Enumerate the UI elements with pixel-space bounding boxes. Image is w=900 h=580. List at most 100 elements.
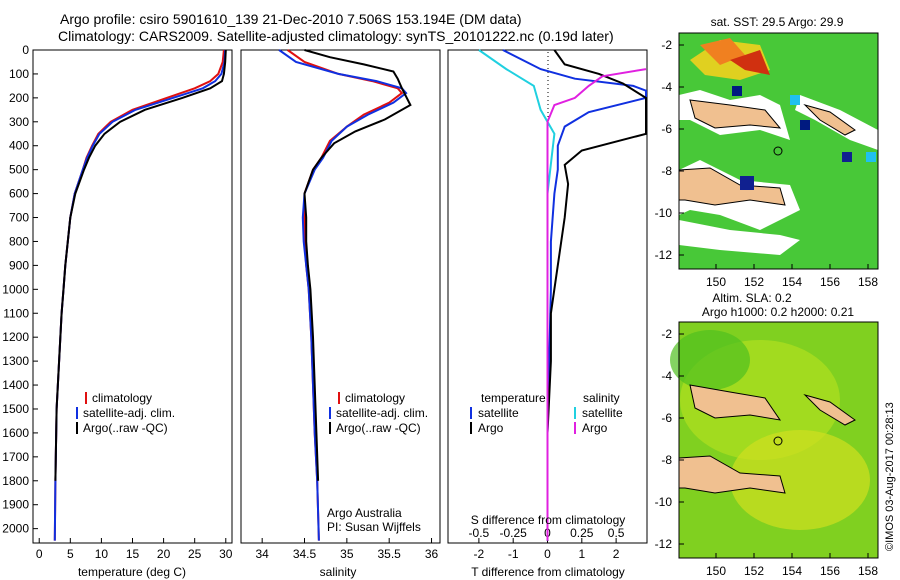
series-line-argo-raw-qc- xyxy=(54,49,227,481)
series-line-t-argo xyxy=(546,49,647,541)
sst-map-axes: -2 -4 -6 -8 -10 -12 150 152 154 156 158 xyxy=(655,38,879,289)
legend-t-argo: Argo xyxy=(478,421,504,435)
temperature-series xyxy=(53,49,227,541)
x-tick-label: 2 xyxy=(613,547,620,561)
lon-tick-label: 158 xyxy=(858,275,878,289)
y-tick-label: 1700 xyxy=(2,450,29,464)
salinity-annotation-1: Argo Australia xyxy=(327,506,402,520)
sst-map-title: sat. SST: 29.5 Argo: 29.9 xyxy=(711,15,844,29)
x-tick-label: 35.5 xyxy=(378,547,402,561)
depth-axis: 0 100 200 300 400 500 600 700 800 900 1000 1100 1200… xyxy=(2,43,38,536)
legend-title-salinity: salinity xyxy=(583,391,620,405)
y-tick-label: 1300 xyxy=(2,354,29,368)
salinity-legend: climatology satellite-adj. clim. Argo(..… xyxy=(329,391,428,435)
title-line-2: Climatology: CARS2009. Satellite-adjuste… xyxy=(58,28,614,44)
lat-tick-label: -6 xyxy=(661,411,672,425)
imos-timestamp: ©IMOS 03-Aug-2017 00:28:13 xyxy=(884,402,896,551)
y-tick-label: 300 xyxy=(9,115,29,129)
y-tick-label: 2000 xyxy=(2,522,29,536)
lon-tick-label: 154 xyxy=(782,564,802,578)
lat-tick-label: -4 xyxy=(661,369,672,383)
temperature-axis: 0 5 10 15 20 25 30 xyxy=(36,538,233,561)
s-tick-label: -0.25 xyxy=(500,526,528,540)
x-tick-label: -1 xyxy=(508,547,519,561)
y-tick-label: 1100 xyxy=(3,306,29,320)
y-tick-label: 1500 xyxy=(2,402,29,416)
argo-position-marker xyxy=(773,146,783,156)
lon-tick-label: 150 xyxy=(706,275,726,289)
lat-tick-label: -4 xyxy=(661,80,672,94)
x-tick-label: 34 xyxy=(255,547,269,561)
x-tick-label: 1 xyxy=(578,547,585,561)
salinity-axis: 34 34.5 35 35.5 36 xyxy=(255,538,439,561)
difference-axis: -2 -1 0 1 2-0.5 -0.25 0 0.25 0.5 xyxy=(469,526,625,561)
y-tick-label: 1600 xyxy=(2,426,29,440)
x-tick-label: 35 xyxy=(340,547,354,561)
s-difference-label: S difference from climatology xyxy=(471,513,626,527)
y-tick-label: 1900 xyxy=(2,498,29,512)
x-tick-label: 0 xyxy=(36,547,43,561)
y-tick-label: 400 xyxy=(9,139,29,153)
series-line-argo-raw-qc- xyxy=(303,49,412,481)
lat-tick-label: -12 xyxy=(655,537,673,551)
salinity-plot-frame xyxy=(240,49,441,544)
salinity-xlabel: salinity xyxy=(320,565,357,579)
sst-map xyxy=(678,32,879,270)
x-tick-label: -2 xyxy=(474,547,485,561)
x-tick-label: 15 xyxy=(126,547,140,561)
difference-legend: temperature salinity satellite Argo sate… xyxy=(470,391,623,435)
lat-tick-label: -6 xyxy=(661,122,672,136)
t-difference-xlabel: T difference from climatology xyxy=(471,565,625,579)
y-tick-label: 1000 xyxy=(2,282,29,296)
salinity-annotation-2: PI: Susan Wijffels xyxy=(327,520,421,534)
series-line-satellite-adj-clim- xyxy=(278,49,408,541)
lat-tick-label: -8 xyxy=(661,164,672,178)
x-tick-label: 36 xyxy=(425,547,439,561)
y-tick-label: 1800 xyxy=(2,474,29,488)
s-tick-label: 0.25 xyxy=(570,526,594,540)
y-tick-label: 800 xyxy=(9,234,29,248)
lon-tick-label: 150 xyxy=(706,564,726,578)
temperature-xlabel: temperature (deg C) xyxy=(78,565,186,579)
lon-tick-label: 152 xyxy=(744,564,764,578)
sla-map-axes: -2 -4 -6 -8 -10 -12 150 152 154 156 158 xyxy=(655,327,879,578)
argo-position-marker xyxy=(773,436,783,446)
sla-map-title-2: Argo h1000: 0.2 h2000: 0.21 xyxy=(702,305,854,319)
x-tick-label: 10 xyxy=(95,547,109,561)
legend-argo: Argo(..raw -QC) xyxy=(336,421,421,435)
lon-tick-label: 158 xyxy=(858,564,878,578)
s-tick-label: 0.5 xyxy=(608,526,625,540)
y-tick-label: 1400 xyxy=(2,378,29,392)
lon-tick-label: 152 xyxy=(744,275,764,289)
y-tick-label: 700 xyxy=(9,211,29,225)
lon-tick-label: 154 xyxy=(782,275,802,289)
y-tick-label: 1200 xyxy=(2,330,29,344)
x-tick-label: 0 xyxy=(544,547,551,561)
lat-tick-label: -2 xyxy=(661,327,672,341)
y-tick-label: 200 xyxy=(9,91,29,105)
lat-tick-label: -10 xyxy=(655,495,673,509)
x-tick-label: 30 xyxy=(219,547,233,561)
legend-satellite: satellite-adj. clim. xyxy=(83,406,175,420)
difference-series xyxy=(478,49,647,541)
legend-s-argo: Argo xyxy=(582,421,608,435)
lon-tick-label: 156 xyxy=(820,275,840,289)
y-tick-label: 900 xyxy=(9,258,29,272)
title-line-1: Argo profile: csiro 5901610_139 21-Dec-2… xyxy=(60,11,522,27)
lat-tick-label: -8 xyxy=(661,453,672,467)
legend-climatology: climatology xyxy=(92,391,152,405)
y-tick-label: 0 xyxy=(22,43,29,57)
y-tick-label: 500 xyxy=(9,163,29,177)
y-tick-label: 100 xyxy=(9,67,29,81)
salinity-series xyxy=(278,49,412,541)
temperature-legend: climatology satellite-adj. clim. Argo(..… xyxy=(76,391,175,435)
x-tick-label: 34.5 xyxy=(293,547,317,561)
legend-climatology: climatology xyxy=(345,391,405,405)
x-tick-label: 20 xyxy=(157,547,171,561)
legend-argo: Argo(..raw -QC) xyxy=(83,421,168,435)
legend-t-satellite: satellite xyxy=(478,406,519,420)
